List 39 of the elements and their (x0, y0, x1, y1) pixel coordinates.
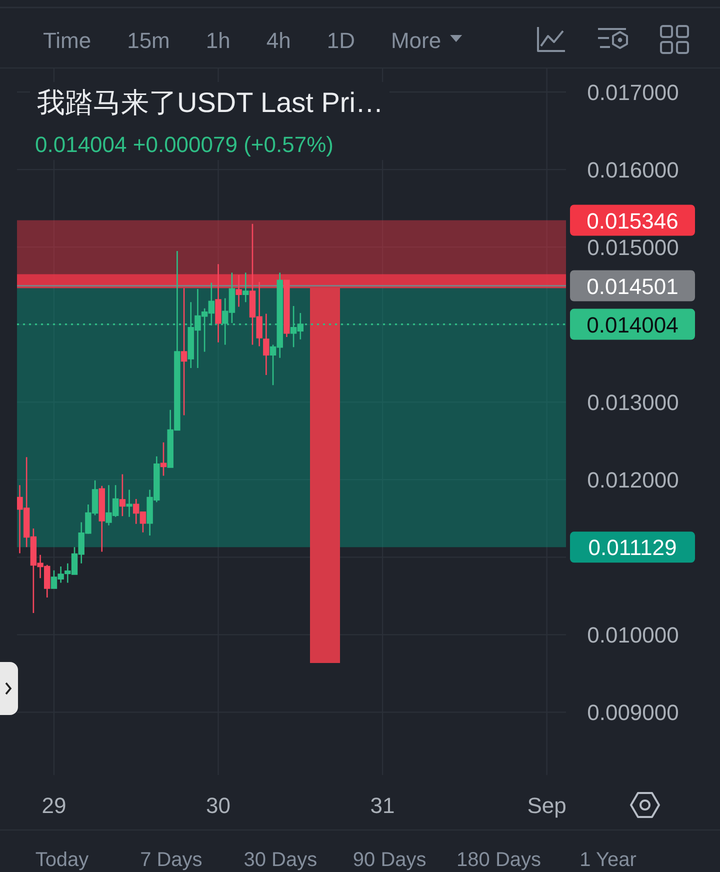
y-tick-label: 0.009000 (587, 700, 679, 726)
text: 1 Year (580, 849, 637, 871)
candlestick (180, 288, 188, 416)
text: 1D (326, 28, 355, 53)
ref-line-label: 0.014004 (586, 312, 678, 338)
y-tick-label: 0.017000 (587, 80, 679, 106)
text: Time (43, 28, 92, 53)
text: 15m (127, 28, 170, 53)
candlestick (236, 274, 242, 308)
x-tick-label: 30 (206, 793, 230, 818)
candlestick (98, 485, 105, 552)
y-tick-label: 0.016000 (587, 158, 679, 183)
y-tick-label: 0.010000 (587, 622, 679, 648)
candlestick (242, 272, 249, 303)
candlestick (126, 489, 132, 518)
candlestick (263, 313, 270, 376)
band-label: 0.015346 (586, 208, 678, 234)
text: 4h (266, 28, 291, 53)
text: 90 Days (352, 849, 426, 871)
candlestick (119, 474, 126, 517)
text: 我踏马来了USDT Last Pri… (37, 87, 384, 118)
candlestick (160, 442, 167, 476)
text: More (390, 28, 442, 53)
x-tick-label: 31 (370, 793, 395, 818)
ref-line-label: 0.014501 (586, 274, 678, 299)
text: 180 Days (456, 849, 542, 871)
text: 1h (206, 28, 230, 53)
text: Today (35, 849, 89, 871)
candlestick (215, 263, 222, 344)
y-tick-label: 0.015000 (587, 235, 679, 260)
x-tick-label: Sep (527, 793, 566, 818)
text: 0.014004 +0.000079 (+0.57%) (35, 132, 334, 157)
text: 7 Days (140, 849, 202, 871)
y-tick-label: 0.012000 (587, 468, 679, 493)
text: 30 Days (244, 849, 318, 871)
band-label: 0.011129 (588, 535, 677, 560)
y-tick-label: 0.013000 (587, 390, 679, 416)
candlestick (284, 280, 290, 338)
x-tick-label: 29 (42, 793, 66, 818)
